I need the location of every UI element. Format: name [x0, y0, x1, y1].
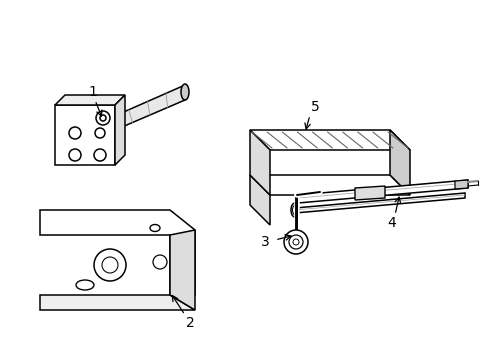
- Text: 3: 3: [260, 235, 269, 249]
- Circle shape: [69, 149, 81, 161]
- Polygon shape: [249, 175, 409, 195]
- Circle shape: [100, 115, 106, 121]
- Circle shape: [94, 249, 126, 281]
- Circle shape: [102, 257, 118, 273]
- Ellipse shape: [150, 225, 160, 231]
- Circle shape: [292, 239, 298, 245]
- Polygon shape: [115, 95, 125, 165]
- Circle shape: [284, 230, 307, 254]
- Text: 1: 1: [88, 85, 97, 99]
- Circle shape: [96, 111, 110, 125]
- Polygon shape: [354, 186, 384, 200]
- Polygon shape: [170, 230, 195, 310]
- Polygon shape: [249, 175, 269, 225]
- Polygon shape: [110, 85, 184, 130]
- Polygon shape: [389, 130, 409, 195]
- Polygon shape: [297, 180, 467, 203]
- Polygon shape: [294, 193, 464, 213]
- Text: 2: 2: [185, 316, 194, 330]
- Circle shape: [94, 149, 106, 161]
- Polygon shape: [40, 210, 195, 295]
- Polygon shape: [249, 130, 269, 195]
- Ellipse shape: [290, 203, 298, 217]
- Circle shape: [153, 255, 167, 269]
- Polygon shape: [55, 105, 115, 165]
- Text: 4: 4: [387, 216, 396, 230]
- Ellipse shape: [292, 206, 297, 215]
- Circle shape: [69, 127, 81, 139]
- Polygon shape: [454, 180, 467, 189]
- Polygon shape: [40, 295, 195, 310]
- Text: 5: 5: [310, 100, 319, 114]
- Circle shape: [288, 235, 303, 249]
- Ellipse shape: [181, 84, 189, 100]
- Polygon shape: [249, 130, 409, 150]
- Circle shape: [95, 128, 105, 138]
- Ellipse shape: [76, 280, 94, 290]
- Polygon shape: [55, 95, 125, 105]
